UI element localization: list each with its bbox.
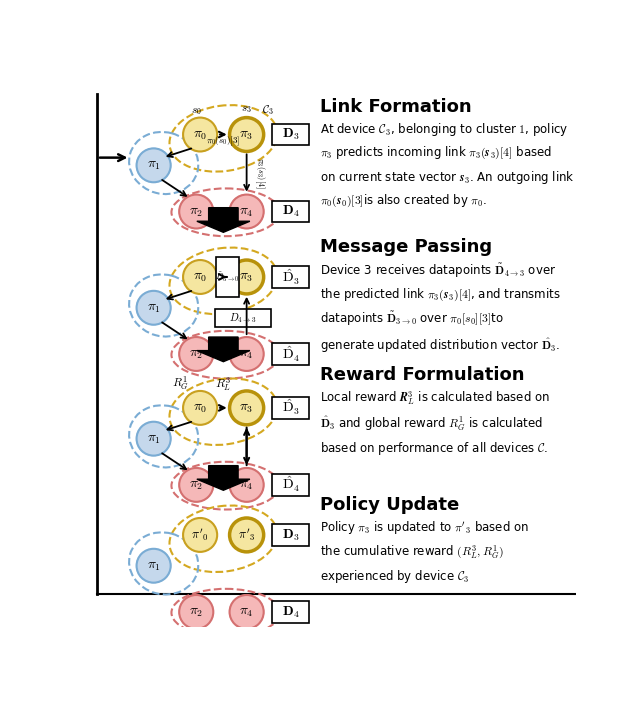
Text: $\mathbf{D}_3$: $\mathbf{D}_3$ <box>282 527 300 543</box>
Text: $\pi_3$: $\pi_3$ <box>239 127 254 142</box>
Circle shape <box>183 118 217 151</box>
Text: Device 3 receives datapoints $\tilde{\mathbf{D}}_{4\to3}$ over
the predicted lin: Device 3 receives datapoints $\tilde{\ma… <box>320 262 561 355</box>
Text: Policy Update: Policy Update <box>320 496 460 515</box>
Text: $\pi_3$: $\pi_3$ <box>239 270 254 284</box>
Text: $s_0$: $s_0$ <box>191 106 202 117</box>
FancyBboxPatch shape <box>272 201 309 222</box>
Text: $\pi_0$: $\pi_0$ <box>193 127 207 142</box>
Text: At device $\mathcal{C}_3$, belonging to cluster $\mathbf{1}$, policy
$\pi_3$ pre: At device $\mathcal{C}_3$, belonging to … <box>320 122 575 208</box>
FancyArrow shape <box>197 208 250 232</box>
Text: $\pi'_3$: $\pi'_3$ <box>238 527 255 543</box>
FancyArrow shape <box>197 337 250 362</box>
Text: $\pi_4$: $\pi_4$ <box>239 605 254 619</box>
FancyBboxPatch shape <box>272 343 309 365</box>
Text: $\hat{\mathrm{D}}_3$: $\hat{\mathrm{D}}_3$ <box>282 268 300 287</box>
Text: $\pi'_0$: $\pi'_0$ <box>191 527 209 543</box>
Text: $\pi_4$: $\pi_4$ <box>239 347 254 361</box>
Text: $\tilde{D}_{3\to0}$: $\tilde{D}_{3\to0}$ <box>215 270 239 284</box>
Circle shape <box>136 549 171 583</box>
Circle shape <box>136 149 171 182</box>
Circle shape <box>179 468 213 502</box>
Text: $D_{4\to3}$: $D_{4\to3}$ <box>229 311 257 325</box>
Text: Reward Formulation: Reward Formulation <box>320 365 525 384</box>
Text: $\pi_3$: $\pi_3$ <box>239 401 254 415</box>
Text: $\pi_2$: $\pi_2$ <box>189 205 204 218</box>
Circle shape <box>179 337 213 371</box>
Circle shape <box>230 118 264 151</box>
Text: $s_3$: $s_3$ <box>241 104 252 115</box>
Circle shape <box>230 468 264 502</box>
Text: $\pi_0$: $\pi_0$ <box>193 401 207 415</box>
Text: $\pi_2$: $\pi_2$ <box>189 478 204 492</box>
FancyBboxPatch shape <box>272 524 309 546</box>
Text: Link Formation: Link Formation <box>320 99 472 116</box>
Text: $\pi_2$: $\pi_2$ <box>189 605 204 619</box>
FancyBboxPatch shape <box>272 601 309 623</box>
Circle shape <box>230 595 264 629</box>
FancyBboxPatch shape <box>216 257 239 297</box>
Circle shape <box>230 260 264 294</box>
Text: Policy $\pi_3$ is updated to $\pi'_3$ based on
the cumulative reward $(R^3_L, R^: Policy $\pi_3$ is updated to $\pi'_3$ ba… <box>320 520 529 586</box>
FancyBboxPatch shape <box>272 474 309 496</box>
Text: $\pi_1$: $\pi_1$ <box>147 301 161 315</box>
Text: $R^3_L$: $R^3_L$ <box>215 375 232 393</box>
FancyBboxPatch shape <box>272 397 309 419</box>
Text: $\pi_2$: $\pi_2$ <box>189 347 204 361</box>
Circle shape <box>136 291 171 325</box>
Text: $\pi_0$: $\pi_0$ <box>193 270 207 284</box>
Text: $\pi_4$: $\pi_4$ <box>239 478 254 492</box>
Text: Local reward $\boldsymbol{R}^3_L$ is calculated based on
$\hat{\mathbf{D}}_3$ an: Local reward $\boldsymbol{R}^3_L$ is cal… <box>320 389 550 457</box>
FancyBboxPatch shape <box>272 266 309 288</box>
Text: $\pi_1$: $\pi_1$ <box>147 432 161 446</box>
Circle shape <box>179 595 213 629</box>
FancyBboxPatch shape <box>215 308 271 327</box>
Text: $\hat{\mathrm{D}}_4$: $\hat{\mathrm{D}}_4$ <box>282 344 300 363</box>
Text: Message Passing: Message Passing <box>320 239 492 256</box>
Text: $\pi_1$: $\pi_1$ <box>147 158 161 172</box>
Text: $\mathbf{D}_3$: $\mathbf{D}_3$ <box>282 127 300 142</box>
FancyArrow shape <box>197 465 250 490</box>
FancyBboxPatch shape <box>272 124 309 145</box>
Circle shape <box>230 518 264 552</box>
Circle shape <box>183 260 217 294</box>
Text: $\pi_3(s_3)[4]$: $\pi_3(s_3)[4]$ <box>253 157 266 189</box>
Text: $\pi_4$: $\pi_4$ <box>239 205 254 218</box>
Circle shape <box>183 518 217 552</box>
Text: $\mathcal{C}_3$: $\mathcal{C}_3$ <box>262 103 275 117</box>
Circle shape <box>230 391 264 425</box>
Circle shape <box>230 194 264 229</box>
Text: $\mathbf{D}_4$: $\mathbf{D}_4$ <box>282 204 300 219</box>
Circle shape <box>230 337 264 371</box>
Text: $\mathbf{D}_4$: $\mathbf{D}_4$ <box>282 604 300 620</box>
Text: $R^1_G$: $R^1_G$ <box>172 375 189 393</box>
Circle shape <box>136 422 171 455</box>
Text: $\pi_1$: $\pi_1$ <box>147 559 161 573</box>
Circle shape <box>179 194 213 229</box>
Circle shape <box>183 391 217 425</box>
Text: $\pi_0(s_0)[3]$: $\pi_0(s_0)[3]$ <box>206 135 241 149</box>
Text: $\hat{\mathrm{D}}_3$: $\hat{\mathrm{D}}_3$ <box>282 398 300 417</box>
Text: $\hat{\mathrm{D}}_4$: $\hat{\mathrm{D}}_4$ <box>282 475 300 494</box>
